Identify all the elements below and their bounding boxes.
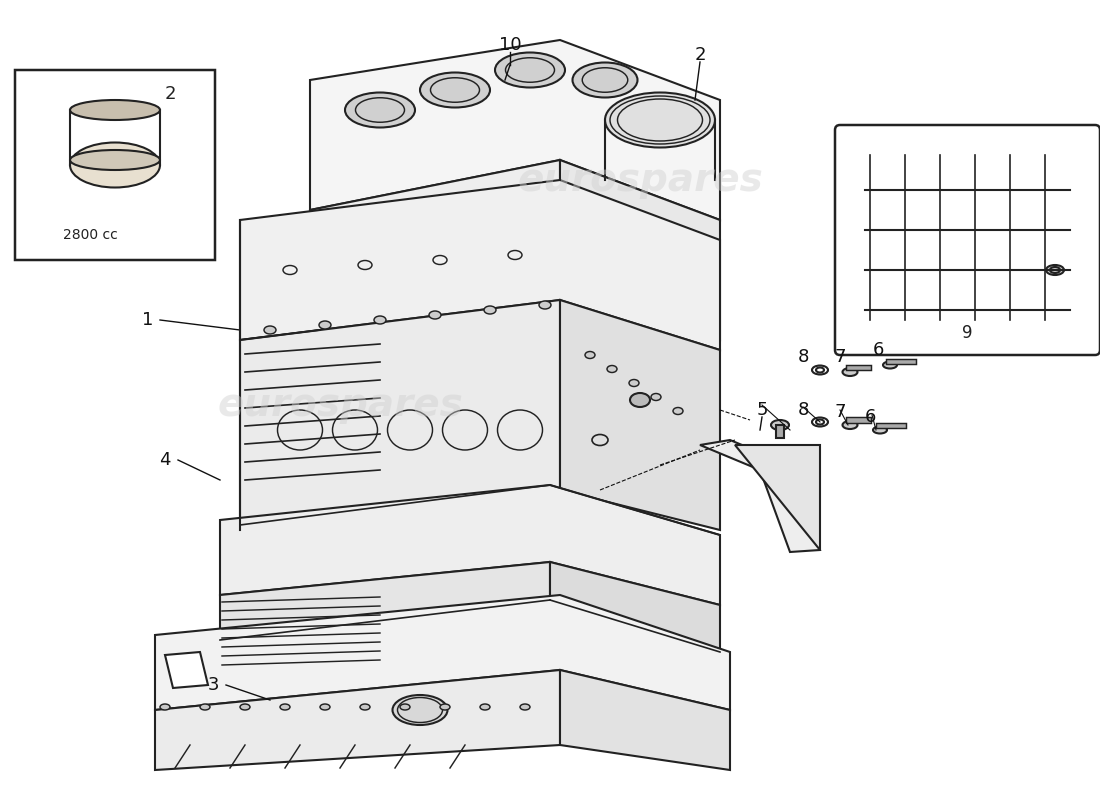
Text: 3: 3 xyxy=(207,676,219,694)
Text: eurospares: eurospares xyxy=(217,386,463,424)
Ellipse shape xyxy=(70,100,160,120)
Ellipse shape xyxy=(160,704,170,710)
Ellipse shape xyxy=(651,394,661,401)
Text: 5: 5 xyxy=(757,401,768,419)
Text: 4: 4 xyxy=(160,451,170,469)
Text: 2: 2 xyxy=(164,85,176,103)
Text: 7: 7 xyxy=(834,403,846,421)
Ellipse shape xyxy=(572,62,638,98)
Polygon shape xyxy=(560,670,730,770)
Text: 2800 cc: 2800 cc xyxy=(63,228,118,242)
Text: eurospares: eurospares xyxy=(517,161,763,199)
Ellipse shape xyxy=(360,704,370,710)
Ellipse shape xyxy=(374,316,386,324)
Ellipse shape xyxy=(873,426,887,434)
Ellipse shape xyxy=(1046,265,1064,275)
Polygon shape xyxy=(550,562,720,670)
Bar xyxy=(886,359,916,364)
Ellipse shape xyxy=(200,704,210,710)
Ellipse shape xyxy=(400,704,410,710)
Text: 8: 8 xyxy=(798,348,808,366)
Ellipse shape xyxy=(607,366,617,373)
Polygon shape xyxy=(560,160,720,340)
Polygon shape xyxy=(240,180,720,350)
Polygon shape xyxy=(220,485,720,605)
Ellipse shape xyxy=(393,695,448,725)
Ellipse shape xyxy=(484,306,496,314)
Polygon shape xyxy=(220,562,550,675)
Ellipse shape xyxy=(280,704,290,710)
Text: 6: 6 xyxy=(872,341,883,359)
Bar xyxy=(846,365,871,370)
Ellipse shape xyxy=(420,73,490,107)
Ellipse shape xyxy=(539,301,551,309)
Bar xyxy=(776,425,784,438)
Ellipse shape xyxy=(585,351,595,358)
Bar xyxy=(876,423,906,428)
Ellipse shape xyxy=(480,704,490,710)
Ellipse shape xyxy=(319,321,331,329)
Ellipse shape xyxy=(70,150,160,170)
Text: 1: 1 xyxy=(142,311,154,329)
Polygon shape xyxy=(700,440,820,552)
Text: 9: 9 xyxy=(961,324,972,342)
Text: 7: 7 xyxy=(834,348,846,366)
Ellipse shape xyxy=(345,93,415,127)
Polygon shape xyxy=(155,595,730,710)
Ellipse shape xyxy=(520,704,530,710)
Ellipse shape xyxy=(320,704,330,710)
Ellipse shape xyxy=(240,704,250,710)
Ellipse shape xyxy=(495,53,565,87)
Ellipse shape xyxy=(630,393,650,407)
Polygon shape xyxy=(310,40,720,220)
Polygon shape xyxy=(240,300,560,530)
Bar xyxy=(15,70,214,260)
Ellipse shape xyxy=(843,368,858,376)
Ellipse shape xyxy=(883,362,896,369)
Text: 8: 8 xyxy=(798,401,808,419)
Polygon shape xyxy=(165,652,208,688)
Bar xyxy=(846,417,871,423)
Ellipse shape xyxy=(771,420,789,430)
Text: 6: 6 xyxy=(865,408,876,426)
Ellipse shape xyxy=(264,326,276,334)
FancyBboxPatch shape xyxy=(835,125,1100,355)
Ellipse shape xyxy=(605,93,715,147)
Text: 2: 2 xyxy=(694,46,706,64)
Polygon shape xyxy=(310,160,560,350)
Ellipse shape xyxy=(673,407,683,414)
Polygon shape xyxy=(560,300,720,530)
Ellipse shape xyxy=(629,379,639,386)
Ellipse shape xyxy=(70,142,160,187)
Polygon shape xyxy=(155,670,560,770)
Ellipse shape xyxy=(429,311,441,319)
Polygon shape xyxy=(735,445,820,550)
Text: 10: 10 xyxy=(498,36,521,54)
Ellipse shape xyxy=(843,421,858,429)
Ellipse shape xyxy=(440,704,450,710)
